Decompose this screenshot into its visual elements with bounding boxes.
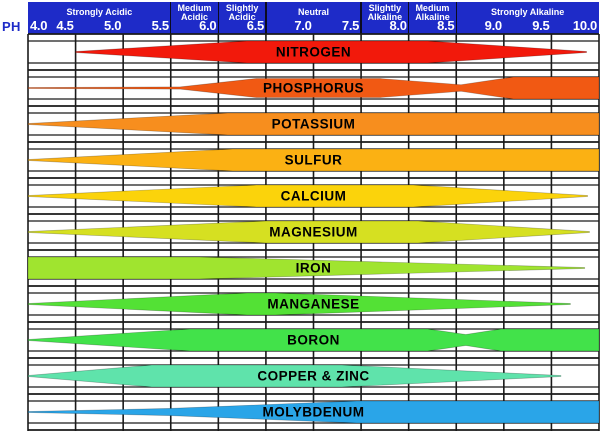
ph-category-label-line: Alkaline — [415, 12, 450, 22]
nutrient-label: IRON — [295, 260, 332, 276]
nutrient-label: CALCIUM — [280, 188, 347, 204]
nutrient-label: BORON — [287, 332, 340, 348]
nutrient-band — [27, 220, 590, 244]
ph-tick-label: 5.5 — [151, 18, 169, 33]
nutrient-label: NITROGEN — [275, 44, 352, 60]
ph-tick-label: 5.0 — [103, 18, 122, 33]
nutrient-band — [27, 112, 600, 136]
ph-tick-label: 9.0 — [484, 18, 502, 33]
category-separator — [360, 2, 362, 34]
category-separator — [265, 2, 267, 34]
ph-axis-label: PH — [2, 19, 21, 34]
nutrient-label: COPPER & ZINC — [257, 368, 370, 384]
ph-tick-label: 7.0 — [294, 18, 312, 33]
ph-category-label: Strongly Alkaline — [456, 4, 599, 22]
nutrient-band — [75, 40, 587, 64]
ph-category-label-line: Medium — [415, 2, 450, 13]
ph-tick-label: 4.0 — [30, 18, 48, 33]
nutrient-band — [27, 400, 600, 424]
nutrient-label: MANGANESE — [267, 296, 360, 312]
ph-category-label-line: Medium — [177, 2, 212, 13]
ph-tick-label: 8.5 — [437, 18, 455, 33]
nutrient-band — [27, 292, 571, 316]
nutrient-band — [27, 328, 600, 352]
category-separator — [170, 2, 172, 34]
nutrient-label: POTASSIUM — [271, 116, 356, 132]
ph-category-label-line: Acidic — [181, 12, 209, 22]
nutrient-label: MAGNESIUM — [269, 224, 358, 240]
ph-tick-label: 8.0 — [389, 18, 407, 33]
ph-category-label-line: Strongly Alkaline — [491, 7, 565, 18]
ph-category-label-line: Slightly — [368, 2, 402, 13]
ph-category-label-line: Alkaline — [367, 12, 403, 22]
ph-tick-label: 7.5 — [341, 18, 360, 33]
ph-category-label: Strongly Acidic — [28, 4, 171, 22]
nutrient-band — [27, 364, 562, 388]
ph-tick-label: 6.0 — [199, 18, 217, 33]
ph-category-label: Medium Alkaline — [409, 2, 457, 22]
ph-category-label: Medium Acidic — [171, 2, 219, 22]
ph-tick-label: 10.0 — [572, 18, 597, 33]
ph-tick-label: 4.5 — [56, 18, 74, 33]
nutrient-band — [27, 76, 600, 100]
nutrient-band — [27, 256, 586, 280]
ph-category-label-line: Slightly — [225, 2, 259, 13]
ph-category-label: Neutral — [266, 4, 361, 22]
category-separator — [407, 2, 410, 34]
category-separator — [217, 2, 220, 34]
ph-category-label-line: Neutral — [297, 7, 329, 18]
ph-category-label: Slightly Acidic — [218, 2, 266, 22]
nutrient-band — [27, 184, 588, 208]
ph-tick-label: 9.5 — [532, 18, 550, 33]
category-separator — [455, 2, 457, 34]
ph-category-label: Slightly Alkaline — [361, 2, 409, 22]
nutrient-label: PHOSPHORUS — [262, 80, 365, 96]
ph-header-bar: Strongly Acidic Medium Acidic Slightly Acidi… — [28, 2, 599, 34]
ph-tick-label: 6.5 — [246, 18, 264, 33]
nutrient-label: MOLYBDENUM — [262, 404, 365, 420]
ph-category-label-line: Strongly Acidic — [66, 7, 133, 18]
nutrient-label: SULFUR — [284, 152, 343, 168]
nutrient-band — [27, 148, 600, 172]
ph-category-label-line: Acidic — [228, 12, 256, 22]
